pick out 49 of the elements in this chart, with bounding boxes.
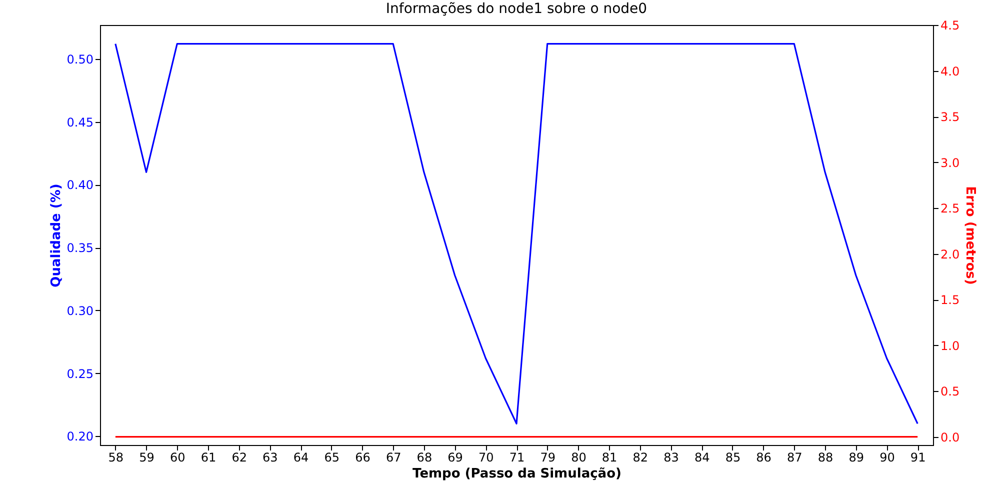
y2-tick-label: 3.5 bbox=[940, 110, 960, 124]
x-tick-label: 81 bbox=[602, 450, 618, 464]
x-tick-label: 86 bbox=[756, 450, 772, 464]
x-tick-label: 84 bbox=[694, 450, 710, 464]
y-tick-label: 0.35 bbox=[66, 241, 94, 256]
x-tick-label: 67 bbox=[386, 450, 402, 464]
y2-tick-label: 4.5 bbox=[940, 18, 960, 32]
y2-tick-label: 2.5 bbox=[940, 202, 960, 216]
y-tick-label: 0.45 bbox=[66, 115, 94, 130]
x-tick-label: 65 bbox=[324, 450, 340, 464]
y-tick-label: 0.20 bbox=[66, 430, 94, 444]
y-tick-label: 0.30 bbox=[66, 304, 94, 318]
y2-axis-title: Erro (metros) bbox=[962, 186, 978, 285]
y2-tick-label: 3.0 bbox=[940, 156, 960, 170]
y2-tick-label: 4.0 bbox=[940, 64, 960, 78]
chart-title: Informações do node1 sobre o node0 bbox=[386, 1, 648, 17]
x-tick-label: 68 bbox=[416, 450, 432, 464]
x-tick-label: 64 bbox=[293, 450, 309, 464]
x-tick-label: 66 bbox=[355, 450, 370, 464]
x-tick-label: 71 bbox=[509, 450, 525, 464]
x-tick-label: 90 bbox=[880, 450, 895, 464]
y2-tick-label: 0.5 bbox=[940, 384, 960, 399]
x-tick-label: 63 bbox=[262, 450, 278, 464]
x-tick-label: 89 bbox=[848, 450, 864, 464]
x-tick-label: 62 bbox=[232, 450, 247, 464]
y2-tick-label: 0.0 bbox=[940, 430, 960, 444]
x-tick-label: 58 bbox=[108, 450, 124, 464]
x-tick-label: 59 bbox=[139, 450, 154, 464]
x-tick-label: 88 bbox=[818, 450, 834, 464]
x-tick-label: 70 bbox=[478, 450, 494, 464]
x-tick-label: 80 bbox=[571, 450, 586, 464]
x-axis-title: Tempo (Passo da Simulação) bbox=[412, 466, 622, 482]
y2-tick-label: 1.5 bbox=[940, 293, 960, 308]
x-tick-label: 79 bbox=[540, 450, 556, 464]
y-tick-label: 0.25 bbox=[66, 366, 94, 381]
x-tick-label: 87 bbox=[787, 450, 802, 464]
x-tick-label: 85 bbox=[725, 450, 741, 464]
y-tick-label: 0.40 bbox=[66, 178, 94, 192]
x-tick-label: 61 bbox=[200, 450, 216, 464]
x-tick-label: 69 bbox=[448, 450, 463, 464]
x-tick-label: 60 bbox=[170, 450, 186, 464]
line-series bbox=[114, 43, 918, 424]
x-tick-label: 82 bbox=[632, 450, 648, 464]
y-tick-label: 0.50 bbox=[66, 52, 94, 66]
y-axis-title: Qualidade (%) bbox=[48, 184, 64, 288]
y2-tick-label: 2.0 bbox=[940, 247, 960, 262]
x-tick-label: 91 bbox=[910, 450, 926, 464]
y2-tick-label: 1.0 bbox=[940, 338, 960, 353]
x-tick-label: 83 bbox=[664, 450, 679, 464]
